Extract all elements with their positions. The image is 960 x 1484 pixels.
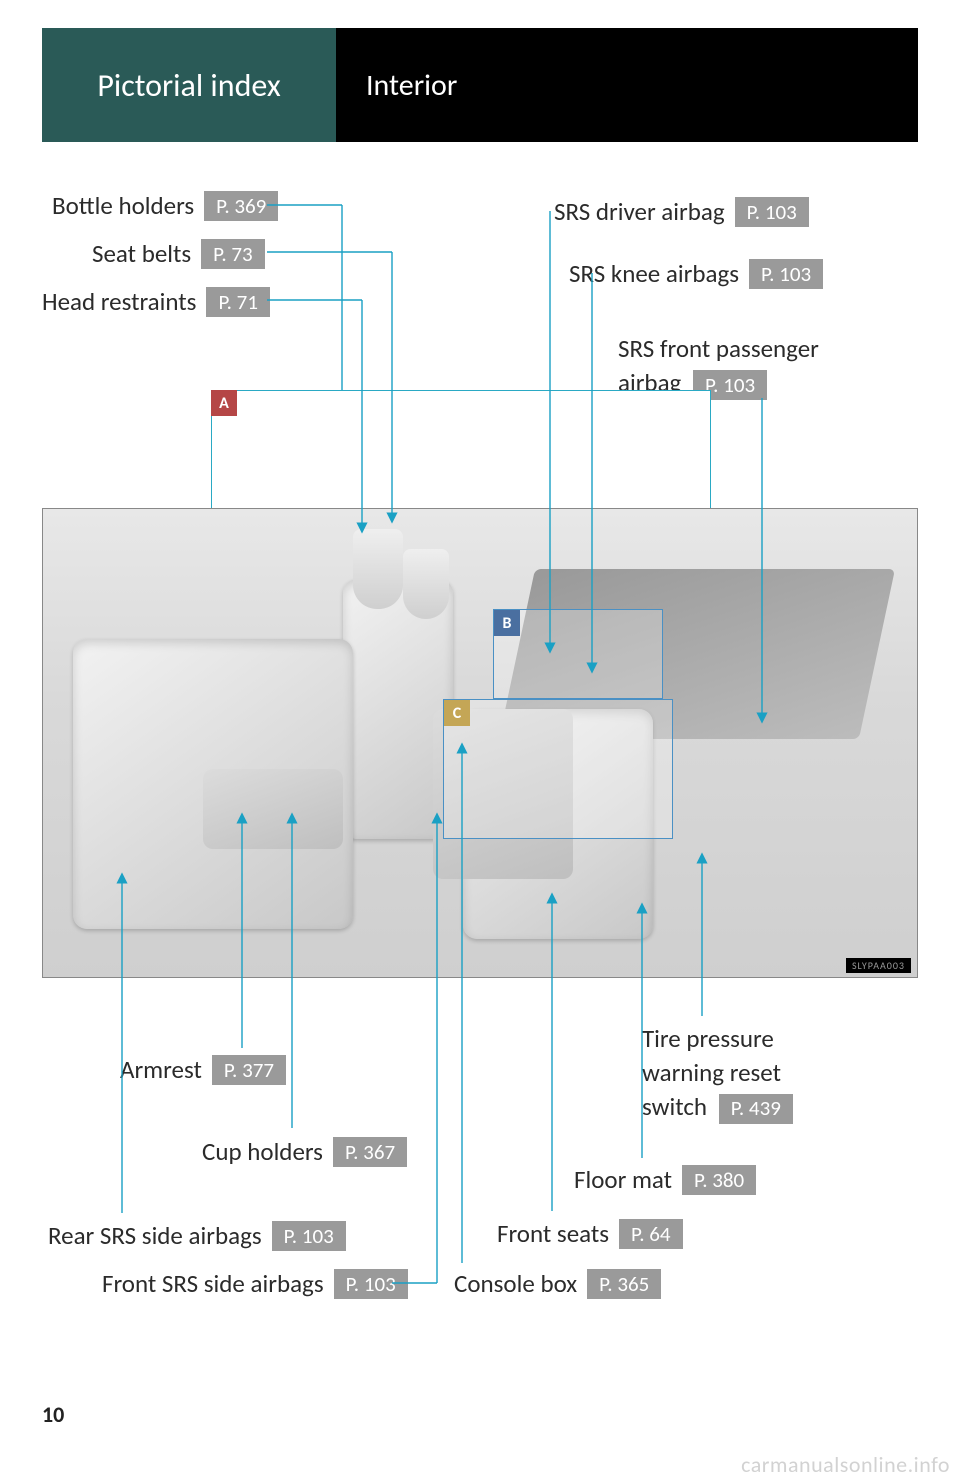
page-ref[interactable]: P. 367 bbox=[333, 1137, 407, 1167]
label-front-seats: Front seats P. 64 bbox=[497, 1218, 683, 1249]
image-id-tag: SLYPAA003 bbox=[846, 958, 911, 973]
label-text-line3: switch bbox=[642, 1091, 707, 1122]
label-srs-driver: SRS driver airbag P. 103 bbox=[554, 196, 809, 227]
page-ref[interactable]: P. 369 bbox=[204, 191, 278, 221]
page-ref[interactable]: P. 365 bbox=[587, 1269, 661, 1299]
label-text: SRS knee airbags bbox=[569, 258, 739, 289]
page-ref[interactable]: P. 103 bbox=[749, 259, 823, 289]
label-text: Bottle holders bbox=[52, 190, 194, 221]
page-ref[interactable]: P. 380 bbox=[682, 1165, 756, 1195]
label-text: Armrest bbox=[120, 1054, 202, 1085]
label-srs-knee: SRS knee airbags P. 103 bbox=[569, 258, 823, 289]
callout-box-a: A bbox=[211, 390, 711, 510]
page-ref[interactable]: P. 64 bbox=[619, 1219, 683, 1249]
callout-box-c: C bbox=[443, 699, 673, 839]
watermark-text: carmanualsonline.info bbox=[741, 1451, 950, 1478]
page-container: Pictorial index Interior Bottle holders … bbox=[42, 28, 918, 1428]
marker-b: B bbox=[494, 610, 520, 636]
diagram-head-restraint-1 bbox=[353, 529, 403, 609]
label-text: Front seats bbox=[497, 1218, 609, 1249]
marker-b-label: B bbox=[503, 614, 512, 633]
label-rear-srs-side: Rear SRS side airbags P. 103 bbox=[48, 1220, 346, 1251]
diagram-head-restraint-2 bbox=[403, 549, 449, 619]
page-ref[interactable]: P. 73 bbox=[201, 239, 265, 269]
marker-c: C bbox=[444, 700, 470, 726]
label-text: Front SRS side airbags bbox=[102, 1268, 324, 1299]
page-ref[interactable]: P. 71 bbox=[206, 287, 270, 317]
marker-c-label: C bbox=[453, 704, 461, 723]
header-section-band: Pictorial index bbox=[42, 28, 336, 142]
page-ref[interactable]: P. 103 bbox=[735, 197, 809, 227]
label-text: Rear SRS side airbags bbox=[48, 1220, 262, 1251]
label-seat-belts: Seat belts P. 73 bbox=[92, 238, 265, 269]
label-text-line1: Tire pressure bbox=[642, 1023, 774, 1054]
label-text: Floor mat bbox=[574, 1164, 672, 1195]
label-tire-pressure: Tire pressure warning reset switch P. 43… bbox=[642, 1022, 872, 1124]
label-text: Head restraints bbox=[42, 286, 196, 317]
callout-box-b: B bbox=[493, 609, 663, 699]
page-ref[interactable]: P. 377 bbox=[212, 1055, 286, 1085]
label-cup-holders: Cup holders P. 367 bbox=[202, 1136, 407, 1167]
page-header: Pictorial index Interior bbox=[42, 28, 918, 142]
marker-a-label: A bbox=[219, 394, 229, 413]
diagram-armrest bbox=[203, 769, 343, 849]
label-bottle-holders: Bottle holders P. 369 bbox=[52, 190, 278, 221]
page-ref[interactable]: P. 103 bbox=[272, 1221, 346, 1251]
label-armrest: Armrest P. 377 bbox=[120, 1054, 286, 1085]
label-head-restraints: Head restraints P. 71 bbox=[42, 286, 270, 317]
interior-diagram: B C SLYPAA003 bbox=[42, 508, 918, 978]
label-text: Cup holders bbox=[202, 1136, 323, 1167]
label-console-box: Console box P. 365 bbox=[454, 1268, 661, 1299]
header-title-label: Interior bbox=[366, 67, 457, 104]
page-number: 10 bbox=[42, 1401, 64, 1428]
marker-a: A bbox=[211, 390, 237, 416]
label-text: Console box bbox=[454, 1268, 577, 1299]
header-section-label: Pictorial index bbox=[97, 66, 280, 105]
page-ref[interactable]: P. 439 bbox=[719, 1094, 793, 1124]
page-ref[interactable]: P. 103 bbox=[334, 1269, 408, 1299]
label-text: SRS driver airbag bbox=[554, 196, 725, 227]
label-front-srs-side: Front SRS side airbags P. 103 bbox=[102, 1268, 408, 1299]
label-text-line1: SRS front passenger bbox=[618, 333, 819, 364]
label-text: Seat belts bbox=[92, 238, 191, 269]
label-text-line2: warning reset bbox=[642, 1057, 781, 1088]
header-title-band: Interior bbox=[336, 28, 918, 142]
label-floor-mat: Floor mat P. 380 bbox=[574, 1164, 756, 1195]
